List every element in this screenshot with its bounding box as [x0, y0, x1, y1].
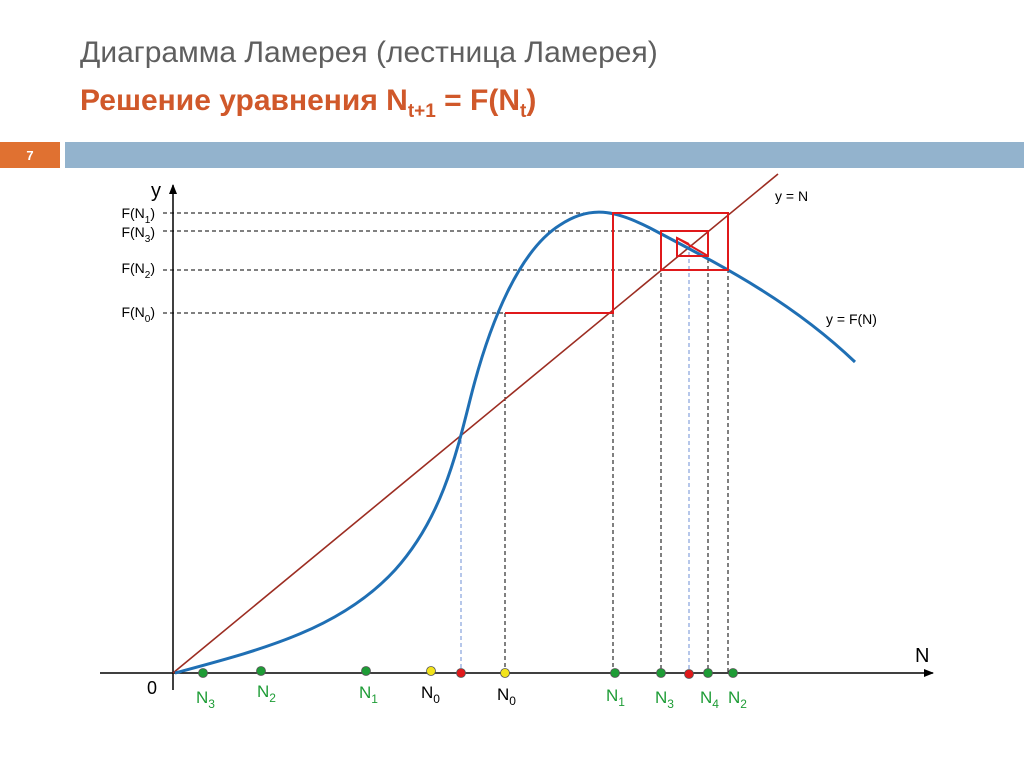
- slide-title: Диаграмма Ламерея (лестница Ламерея): [80, 36, 658, 69]
- diagonal-line: [172, 173, 779, 674]
- curve-label: y = F(N): [826, 311, 877, 327]
- y-tick-fn0: F(N0): [121, 304, 155, 325]
- label-n0-right: N0: [497, 685, 516, 708]
- vertical-guides: [460, 213, 729, 672]
- y-tick-fn3: F(N3): [121, 224, 155, 245]
- point-n1-left: [361, 666, 371, 676]
- point-stable-equilibrium: [684, 669, 694, 679]
- slide-number-badge: 7: [0, 142, 60, 168]
- point-unstable-equilibrium: [456, 668, 466, 678]
- point-n4-right: [703, 668, 713, 678]
- subtitle-prefix: Решение уравнения N: [80, 84, 408, 117]
- subtitle-subscript-t: t: [520, 101, 527, 122]
- point-n3-left: [198, 668, 208, 678]
- horizontal-guides: [163, 212, 728, 314]
- subtitle-suffix: ): [526, 84, 537, 117]
- point-n0-right: [500, 668, 510, 678]
- function-curve: [174, 210, 857, 675]
- cobweb-cross-1: [676, 237, 709, 257]
- slide-subtitle: Решение уравнения Nt+1 = F(Nt): [80, 84, 536, 123]
- label-n2-right: N2: [728, 688, 747, 711]
- cobweb-staircase: [505, 212, 729, 314]
- label-n2-left: N2: [257, 682, 276, 705]
- subtitle-subscript-t-plus-1: t+1: [407, 101, 436, 122]
- y-tick-labels: F(N1) F(N3) F(N2) F(N0): [121, 205, 155, 325]
- label-n1-right: N1: [606, 686, 625, 709]
- x-axis-label: N: [915, 645, 929, 667]
- point-n0-left: [426, 666, 436, 676]
- point-n3-right: [656, 668, 666, 678]
- subtitle-middle: = F(N: [435, 84, 521, 117]
- y-tick-fn1: F(N1): [121, 205, 155, 226]
- point-n1-right: [610, 668, 620, 678]
- label-n0-left: N0: [421, 683, 440, 706]
- x-points: [198, 666, 738, 679]
- label-n4-right: N4: [700, 688, 719, 711]
- x-point-labels: N3 N2 N1 N0 N0 N1 N3 N4 N2: [196, 682, 747, 711]
- point-n2-right: [728, 668, 738, 678]
- point-n2-left: [256, 666, 266, 676]
- label-n3-left: N3: [196, 688, 215, 711]
- origin-label: 0: [147, 678, 157, 698]
- cobweb-path: [505, 212, 729, 314]
- label-n3-right: N3: [655, 688, 674, 711]
- header-bar: [65, 142, 1024, 168]
- y-tick-fn2: F(N2): [121, 260, 155, 281]
- diagonal-label: y = N: [775, 188, 808, 204]
- y-axis-label: y: [151, 180, 161, 202]
- label-n1-left: N1: [359, 683, 378, 706]
